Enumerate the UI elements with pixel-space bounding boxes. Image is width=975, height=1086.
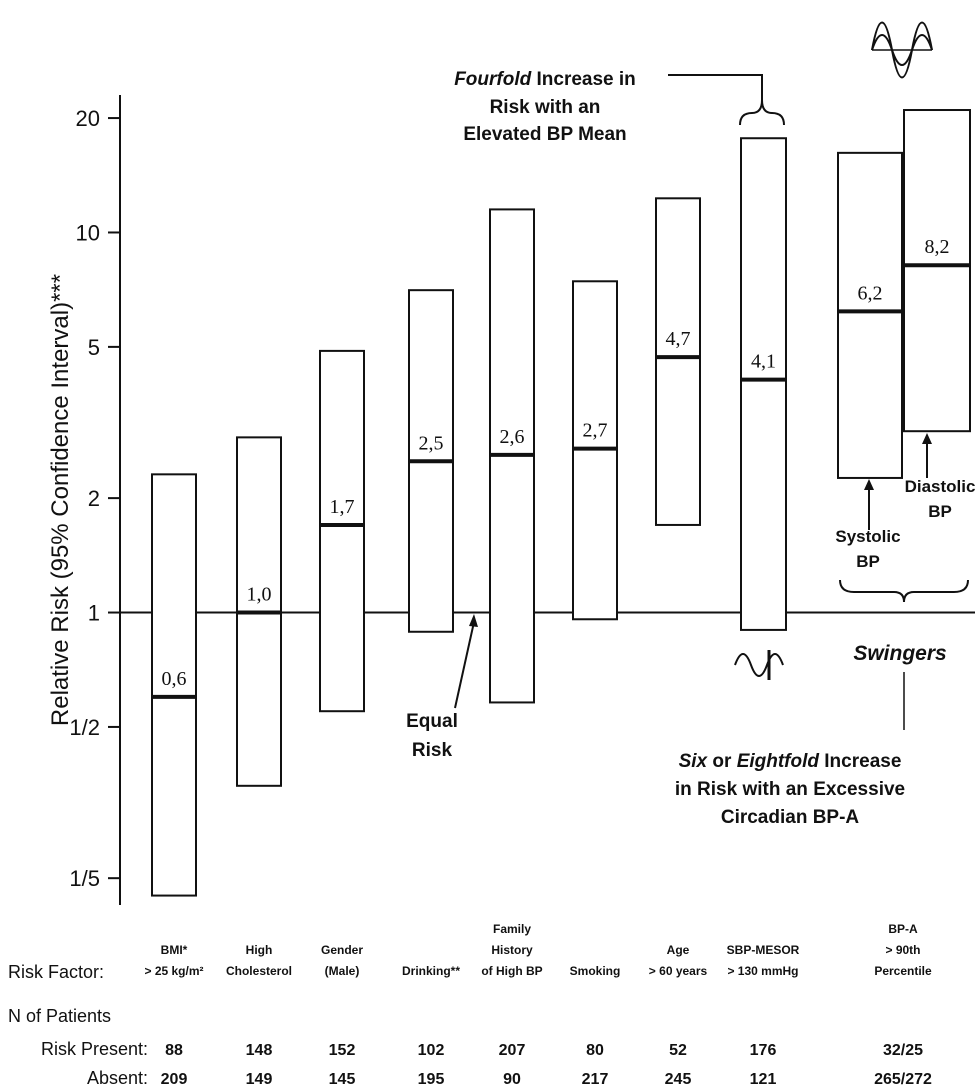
x-category-label: > 60 years: [649, 964, 708, 978]
arrowhead: [864, 479, 874, 490]
bar-name: BP: [928, 502, 952, 521]
range-bar: [320, 351, 364, 711]
annotation: Equal: [406, 711, 458, 732]
x-category-label: BMI*: [161, 943, 188, 957]
x-category-label: History: [491, 943, 533, 957]
estimate-label: 2,5: [419, 432, 444, 454]
estimate-label: 1,7: [330, 496, 355, 518]
y-tick-label: 5: [88, 335, 100, 360]
estimate-label: 4,7: [666, 328, 691, 350]
annotation: Fourfold Increase in: [454, 69, 636, 90]
brace: [840, 580, 968, 602]
x-category-label: SBP-MESOR: [727, 943, 800, 957]
annotation-emphasis: Fourfold: [454, 69, 531, 90]
estimate-label: 1,0: [247, 584, 272, 606]
annotation-text: Increase: [819, 751, 901, 772]
range-bar: [656, 198, 700, 525]
range-bar: [741, 138, 786, 630]
leader-line: [668, 75, 762, 100]
bar-name: Diastolic: [905, 477, 975, 496]
present-count: 88: [165, 1042, 183, 1059]
present-count: 102: [418, 1042, 445, 1059]
y-tick-label: 2: [88, 486, 100, 511]
annotation-emphasis: Six: [679, 751, 709, 772]
estimate-label: 6,2: [858, 282, 883, 304]
absent-count: 195: [418, 1071, 445, 1086]
y-tick-label: 1/5: [69, 866, 100, 891]
y-tick-label: 1/2: [69, 715, 100, 740]
absent-count: 121: [750, 1071, 777, 1086]
annotation: in Risk with an Excessive: [675, 779, 905, 800]
x-category-label: High: [246, 943, 273, 957]
brace: [740, 100, 784, 125]
y-tick-label: 10: [76, 220, 100, 245]
absent-count: 217: [582, 1071, 609, 1086]
range-bar: [838, 153, 902, 478]
x-category-label: Percentile: [874, 964, 932, 978]
annotation: Six or Eightfold Increase: [679, 751, 902, 772]
arrow: [455, 622, 474, 708]
present-count: 176: [750, 1042, 777, 1059]
bar-name: Systolic: [835, 527, 900, 546]
arrowhead: [922, 433, 932, 444]
annotation: Risk with an: [490, 97, 601, 118]
table-label: N of Patients: [8, 1006, 111, 1026]
absent-count: 90: [503, 1071, 521, 1086]
range-bar: [904, 110, 970, 431]
present-count: 148: [246, 1042, 273, 1059]
absent-count: 209: [161, 1071, 188, 1086]
estimate-label: 2,6: [500, 426, 525, 448]
x-category-label: > 130 mmHg: [727, 964, 798, 978]
x-category-label: > 90th: [885, 943, 920, 957]
present-count: 52: [669, 1042, 687, 1059]
x-category-label: (Male): [325, 964, 360, 978]
absent-count: 245: [665, 1071, 692, 1086]
sine-icon: [735, 654, 783, 676]
estimate-label: 8,2: [925, 236, 950, 258]
x-category-label: Cholesterol: [226, 964, 292, 978]
present-count: 32/25: [883, 1042, 923, 1059]
annotation: Elevated BP Mean: [463, 124, 626, 145]
absent-count: 149: [246, 1071, 273, 1086]
present-count: 207: [499, 1042, 526, 1059]
x-category-label: Smoking: [570, 964, 621, 978]
bar-name: BP: [856, 552, 880, 571]
chart: Relative Risk (95% Confidence Interval)*…: [0, 0, 975, 1086]
y-axis-label: Relative Risk (95% Confidence Interval)*…: [47, 274, 74, 726]
table-label: Risk Present:: [41, 1039, 148, 1059]
present-count: 152: [329, 1042, 356, 1059]
absent-count: 145: [329, 1071, 356, 1086]
annotation: Swingers: [853, 642, 946, 665]
x-category-label: Family: [493, 922, 531, 936]
y-tick-label: 1: [88, 601, 100, 626]
x-category-label: BP-A: [888, 922, 918, 936]
x-category-label: of High BP: [481, 964, 542, 978]
x-category-label: Age: [667, 943, 690, 957]
annotation-emphasis: Eightfold: [737, 751, 820, 772]
present-count: 80: [586, 1042, 604, 1059]
annotation: Circadian BP-A: [721, 807, 860, 828]
estimate-label: 4,1: [751, 351, 776, 373]
table-label: Absent:: [87, 1068, 148, 1086]
absent-count: 265/272: [874, 1071, 932, 1086]
x-category-label: Gender: [321, 943, 363, 957]
estimate-label: 0,6: [162, 668, 187, 690]
x-category-label: Drinking**: [402, 964, 460, 978]
annotation-text: Increase in: [531, 69, 636, 90]
arrowhead: [469, 614, 478, 627]
y-tick-label: 20: [76, 106, 100, 131]
estimate-label: 2,7: [583, 420, 608, 442]
annotation-text: or: [707, 751, 737, 772]
annotation: Risk: [412, 740, 453, 761]
x-category-label: > 25 kg/m²: [144, 964, 203, 978]
table-label: Risk Factor:: [8, 962, 104, 982]
